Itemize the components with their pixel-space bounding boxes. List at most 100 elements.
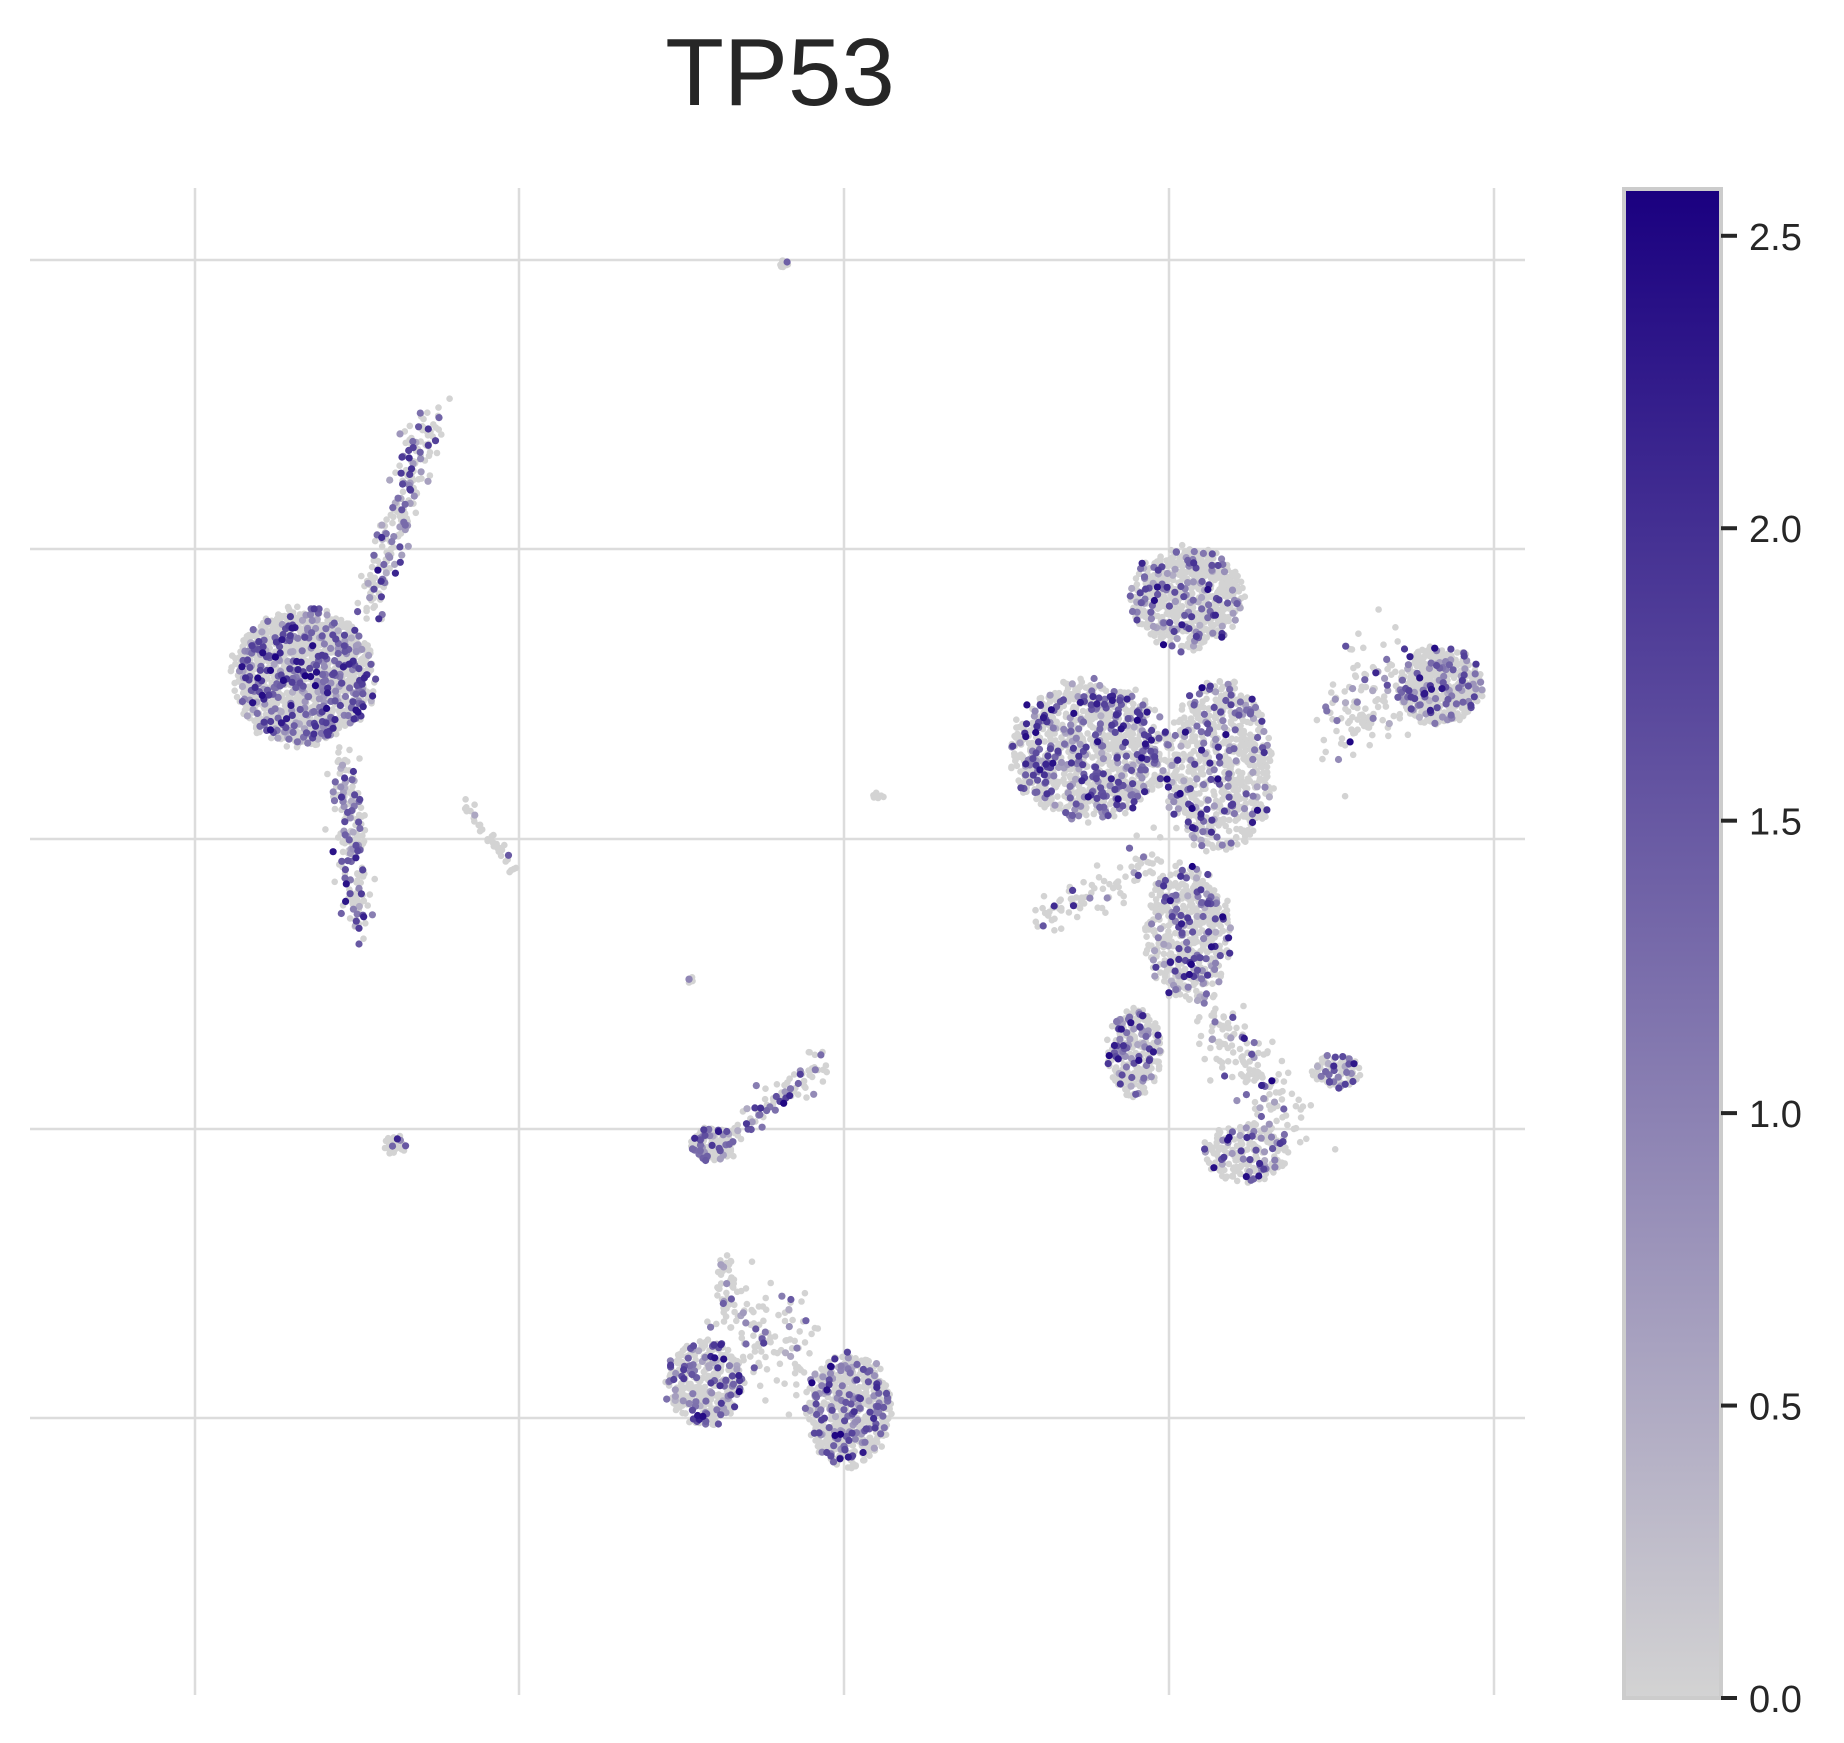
- scatter-point: [357, 804, 365, 811]
- scatter-point: [717, 1280, 725, 1287]
- scatter-point: [1232, 833, 1240, 841]
- scatter-point: [758, 1348, 765, 1355]
- scatter-point: [1234, 841, 1241, 848]
- scatter-point: [287, 694, 294, 702]
- scatter-point: [331, 878, 339, 886]
- scatter-point: [1179, 575, 1186, 582]
- scatter-point: [1178, 642, 1185, 650]
- scatter-point: [1008, 763, 1015, 771]
- scatter-point: [498, 846, 506, 854]
- scatter-point: [1133, 581, 1141, 588]
- scatter-point: [338, 620, 346, 627]
- scatter-point: [433, 449, 441, 457]
- scatter-point: [1011, 732, 1018, 740]
- scatter-point: [374, 557, 382, 565]
- scatter-point: [1089, 712, 1097, 719]
- scatter-point: [1158, 613, 1166, 621]
- scatter-point: [1233, 825, 1240, 833]
- scatter-point: [1232, 794, 1239, 802]
- scatter-point: [284, 603, 292, 611]
- scatter-point: [359, 832, 366, 839]
- scatter-point: [426, 472, 434, 479]
- scatter-point: [1121, 793, 1128, 800]
- scatter-point: [232, 660, 239, 668]
- scatter-point: [368, 563, 376, 571]
- scatter-point: [806, 1071, 813, 1079]
- scatter-point: [737, 1135, 745, 1143]
- scatter-point: [1072, 687, 1079, 695]
- scatter-point: [715, 1392, 723, 1400]
- scatter-point: [1064, 684, 1072, 692]
- scatter-point: [349, 783, 356, 790]
- scatter-point: [1407, 678, 1415, 685]
- scatter-point: [781, 1081, 788, 1089]
- scatter-point: [811, 1324, 819, 1332]
- scatter-point: [1190, 841, 1198, 849]
- scatter-point: [336, 744, 343, 751]
- scatter-point: [402, 439, 410, 447]
- scatter-point: [1083, 804, 1090, 811]
- scatter-point: [463, 807, 471, 815]
- scatter-point: [1138, 620, 1146, 628]
- scatter-point: [767, 1279, 774, 1287]
- scatter-point: [331, 805, 339, 813]
- scatter-point: [367, 571, 374, 579]
- scatter-point: [332, 730, 340, 738]
- scatter-point: [489, 838, 497, 846]
- scatter-point: [1155, 781, 1162, 788]
- scatter-point: [731, 1301, 738, 1309]
- scatter-point: [823, 1068, 830, 1076]
- scatter-point: [273, 700, 281, 707]
- scatter-point: [354, 896, 361, 904]
- scatter-point: [723, 1252, 731, 1259]
- scatter-point: [678, 1387, 686, 1394]
- scatter-point: [763, 1366, 771, 1373]
- scatter-point: [1422, 648, 1429, 656]
- scatter-point: [791, 1369, 799, 1377]
- scatter-point: [1148, 777, 1156, 785]
- scatter-point: [1013, 762, 1021, 770]
- scatter-point: [1413, 659, 1420, 666]
- scatter-point: [476, 821, 484, 829]
- scatter-point: [366, 891, 374, 898]
- scatter-point: [1173, 824, 1180, 832]
- scatter-point: [781, 1380, 788, 1387]
- scatter-point: [1173, 618, 1180, 625]
- scatter-point: [329, 706, 337, 713]
- scatter-point: [760, 1317, 767, 1325]
- scatter-point: [1151, 706, 1159, 714]
- scatter-point: [1127, 728, 1134, 736]
- scatter-point: [1240, 837, 1248, 844]
- scatter-point: [1462, 709, 1469, 716]
- scatter-point: [378, 543, 386, 550]
- scatter-point: [805, 1048, 813, 1056]
- scatter-point: [363, 615, 370, 622]
- scatter-point: [303, 660, 311, 667]
- scatter-point: [1087, 721, 1094, 729]
- scatter-point: [861, 1359, 868, 1366]
- scatter-point: [1132, 575, 1140, 582]
- scatter-point: [392, 469, 399, 477]
- scatter-point: [762, 1353, 769, 1361]
- scatter-point: [727, 1147, 735, 1155]
- scatter-point: [724, 1346, 732, 1354]
- scatter-point: [685, 1380, 693, 1388]
- scatter-point: [280, 697, 287, 704]
- scatter-point: [283, 689, 291, 697]
- scatter-point: [801, 1082, 808, 1090]
- scatter-point: [502, 858, 510, 865]
- scatter-point: [506, 868, 513, 876]
- scatter-point: [1423, 717, 1431, 724]
- scatter-point: [327, 637, 334, 645]
- scatter-point: [1041, 803, 1048, 811]
- scatter-point: [1230, 678, 1238, 686]
- scatter-point: [1153, 638, 1160, 646]
- scatter-point: [1427, 673, 1434, 681]
- scatter-point: [343, 620, 351, 627]
- scatter-point: [1129, 736, 1136, 743]
- scatter-point: [349, 900, 357, 908]
- scatter-point: [1198, 561, 1206, 568]
- scatter-point: [1244, 775, 1251, 783]
- scatter-point: [253, 656, 260, 663]
